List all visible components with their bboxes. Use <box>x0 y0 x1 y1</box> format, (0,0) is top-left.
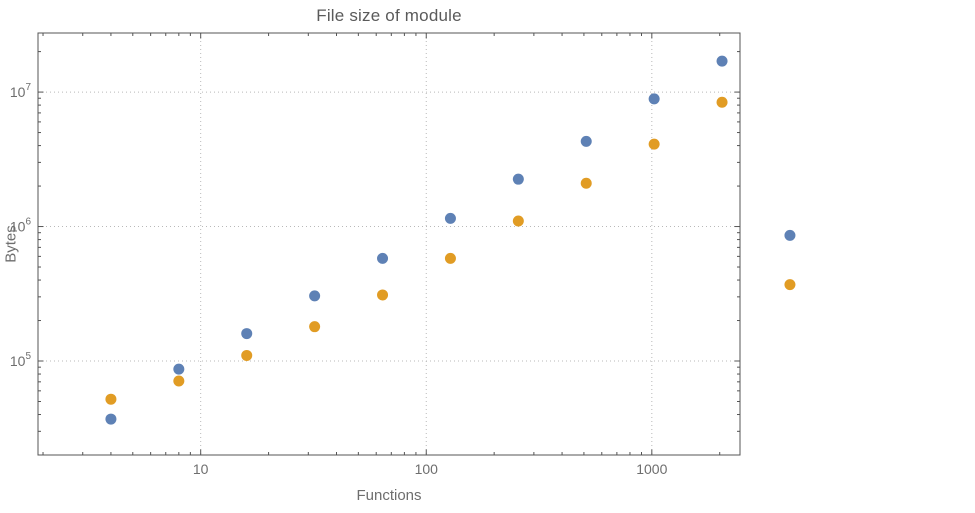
data-point <box>173 375 185 387</box>
plot-frame <box>37 32 741 456</box>
tick-labels: 10 100 1000 105 106 107 <box>10 82 668 477</box>
gridlines <box>38 33 740 455</box>
points-series-orange <box>105 96 796 405</box>
data-point <box>512 173 524 185</box>
data-point <box>377 252 389 264</box>
data-point <box>105 413 117 425</box>
data-point <box>241 349 253 361</box>
data-point <box>105 393 117 405</box>
y-tick-label: 106 <box>10 217 32 235</box>
data-point <box>377 289 389 301</box>
data-point <box>716 55 728 67</box>
data-point <box>784 279 796 291</box>
x-tick-label: 1000 <box>636 461 667 477</box>
data-point <box>716 96 728 108</box>
data-point <box>444 252 456 264</box>
x-tick-label: 100 <box>415 461 439 477</box>
x-axis-label: Functions <box>356 487 422 504</box>
data-point <box>580 177 592 189</box>
data-point <box>512 215 524 227</box>
data-point <box>784 229 796 241</box>
data-point <box>580 135 592 147</box>
chart-title: File size of module <box>316 6 462 25</box>
data-point <box>444 212 456 224</box>
axis-ticks <box>38 33 740 455</box>
points-series-blue <box>105 55 796 425</box>
data-point <box>309 290 321 302</box>
y-tick-label: 105 <box>10 351 32 369</box>
data-point <box>648 93 660 105</box>
data-point <box>648 138 660 150</box>
data-point <box>173 363 185 375</box>
data-point <box>309 321 321 333</box>
x-tick-label: 10 <box>193 461 209 477</box>
y-axis-label: Bytes <box>2 225 20 263</box>
y-tick-label: 107 <box>10 82 32 100</box>
data-point <box>241 328 253 340</box>
